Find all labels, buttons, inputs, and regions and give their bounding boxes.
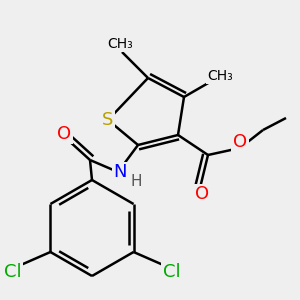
Text: O: O bbox=[233, 133, 247, 151]
Text: O: O bbox=[195, 185, 209, 203]
Text: N: N bbox=[113, 163, 127, 181]
Text: CH₃: CH₃ bbox=[207, 69, 233, 83]
Text: CH₃: CH₃ bbox=[107, 37, 133, 51]
Text: Cl: Cl bbox=[163, 263, 180, 281]
Text: O: O bbox=[57, 125, 71, 143]
Text: H: H bbox=[130, 175, 142, 190]
Text: S: S bbox=[102, 111, 114, 129]
Text: Cl: Cl bbox=[4, 263, 21, 281]
